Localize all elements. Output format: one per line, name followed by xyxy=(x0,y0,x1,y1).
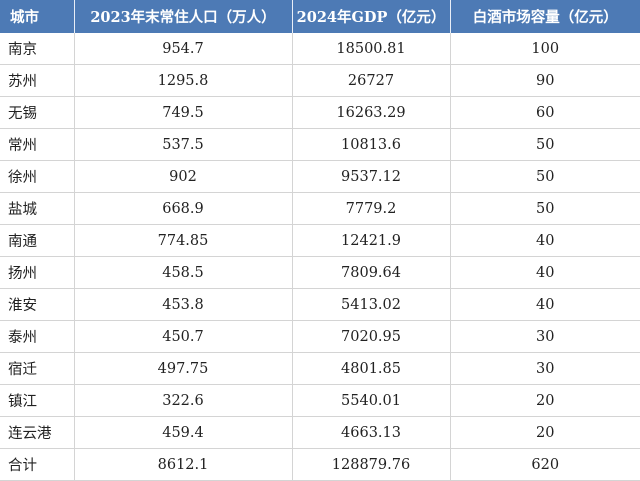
market-cell: 50 xyxy=(450,192,640,225)
market-cell: 50 xyxy=(450,160,640,193)
city-cell: 盐城 xyxy=(0,192,75,225)
population-cell: 774.85 xyxy=(74,224,293,257)
population-cell: 902 xyxy=(74,160,293,193)
market-cell: 90 xyxy=(450,64,640,97)
gdp-cell: 4663.13 xyxy=(292,416,451,449)
gdp-cell: 9537.12 xyxy=(292,160,451,193)
population-cell: 459.4 xyxy=(74,416,293,449)
table-row: 无锡 749.5 16263.29 60 xyxy=(0,96,640,129)
total-market-cell: 620 xyxy=(450,448,640,481)
table-row: 泰州 450.7 7020.95 30 xyxy=(0,320,640,353)
city-cell: 宿迁 xyxy=(0,352,75,385)
market-cell: 60 xyxy=(450,96,640,129)
table-row: 徐州 902 9537.12 50 xyxy=(0,160,640,193)
table-row: 淮安 453.8 5413.02 40 xyxy=(0,288,640,321)
city-cell: 南京 xyxy=(0,33,75,65)
header-baijiu-market: 白酒市场容量（亿元） xyxy=(450,0,640,33)
population-cell: 458.5 xyxy=(74,256,293,289)
population-cell: 1295.8 xyxy=(74,64,293,97)
header-row: 城市 2023年末常住人口（万人） 2024年GDP（亿元） 白酒市场容量（亿元… xyxy=(0,0,640,33)
city-cell: 苏州 xyxy=(0,64,75,97)
market-cell: 20 xyxy=(450,384,640,417)
table-row: 连云港 459.4 4663.13 20 xyxy=(0,416,640,449)
table-body: 南京 954.7 18500.81 100 苏州 1295.8 26727 90… xyxy=(0,33,640,481)
gdp-cell: 16263.29 xyxy=(292,96,451,129)
table-row: 盐城 668.9 7779.2 50 xyxy=(0,192,640,225)
city-cell: 南通 xyxy=(0,224,75,257)
market-cell: 40 xyxy=(450,224,640,257)
market-cell: 100 xyxy=(450,33,640,65)
city-cell: 镇江 xyxy=(0,384,75,417)
total-gdp-cell: 128879.76 xyxy=(292,448,451,481)
table-row: 南京 954.7 18500.81 100 xyxy=(0,33,640,65)
total-label-cell: 合计 xyxy=(0,448,75,481)
header-city: 城市 xyxy=(0,0,75,33)
gdp-cell: 5413.02 xyxy=(292,288,451,321)
gdp-cell: 5540.01 xyxy=(292,384,451,417)
population-cell: 450.7 xyxy=(74,320,293,353)
population-cell: 749.5 xyxy=(74,96,293,129)
market-cell: 30 xyxy=(450,352,640,385)
total-row: 合计 8612.1 128879.76 620 xyxy=(0,448,640,481)
market-cell: 50 xyxy=(450,128,640,161)
city-cell: 泰州 xyxy=(0,320,75,353)
gdp-cell: 12421.9 xyxy=(292,224,451,257)
city-cell: 徐州 xyxy=(0,160,75,193)
population-cell: 537.5 xyxy=(74,128,293,161)
gdp-cell: 10813.6 xyxy=(292,128,451,161)
total-population-cell: 8612.1 xyxy=(74,448,293,481)
table-row: 苏州 1295.8 26727 90 xyxy=(0,64,640,97)
city-cell: 常州 xyxy=(0,128,75,161)
header-gdp: 2024年GDP（亿元） xyxy=(292,0,451,33)
population-cell: 453.8 xyxy=(74,288,293,321)
population-cell: 954.7 xyxy=(74,33,293,65)
population-cell: 322.6 xyxy=(74,384,293,417)
population-cell: 668.9 xyxy=(74,192,293,225)
city-cell: 淮安 xyxy=(0,288,75,321)
city-cell: 连云港 xyxy=(0,416,75,449)
gdp-cell: 7020.95 xyxy=(292,320,451,353)
header-population: 2023年末常住人口（万人） xyxy=(74,0,293,33)
gdp-cell: 7809.64 xyxy=(292,256,451,289)
gdp-cell: 4801.85 xyxy=(292,352,451,385)
gdp-cell: 18500.81 xyxy=(292,33,451,65)
market-cell: 40 xyxy=(450,256,640,289)
table-row: 常州 537.5 10813.6 50 xyxy=(0,128,640,161)
table-row: 南通 774.85 12421.9 40 xyxy=(0,224,640,257)
table-row: 镇江 322.6 5540.01 20 xyxy=(0,384,640,417)
market-cell: 20 xyxy=(450,416,640,449)
gdp-cell: 26727 xyxy=(292,64,451,97)
market-cell: 30 xyxy=(450,320,640,353)
city-cell: 扬州 xyxy=(0,256,75,289)
population-cell: 497.75 xyxy=(74,352,293,385)
city-cell: 无锡 xyxy=(0,96,75,129)
gdp-cell: 7779.2 xyxy=(292,192,451,225)
market-cell: 40 xyxy=(450,288,640,321)
table-row: 扬州 458.5 7809.64 40 xyxy=(0,256,640,289)
table-row: 宿迁 497.75 4801.85 30 xyxy=(0,352,640,385)
